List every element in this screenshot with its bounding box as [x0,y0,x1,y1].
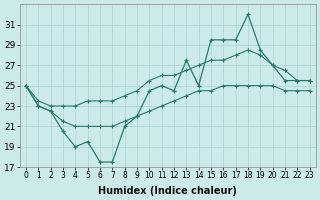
X-axis label: Humidex (Indice chaleur): Humidex (Indice chaleur) [98,186,237,196]
